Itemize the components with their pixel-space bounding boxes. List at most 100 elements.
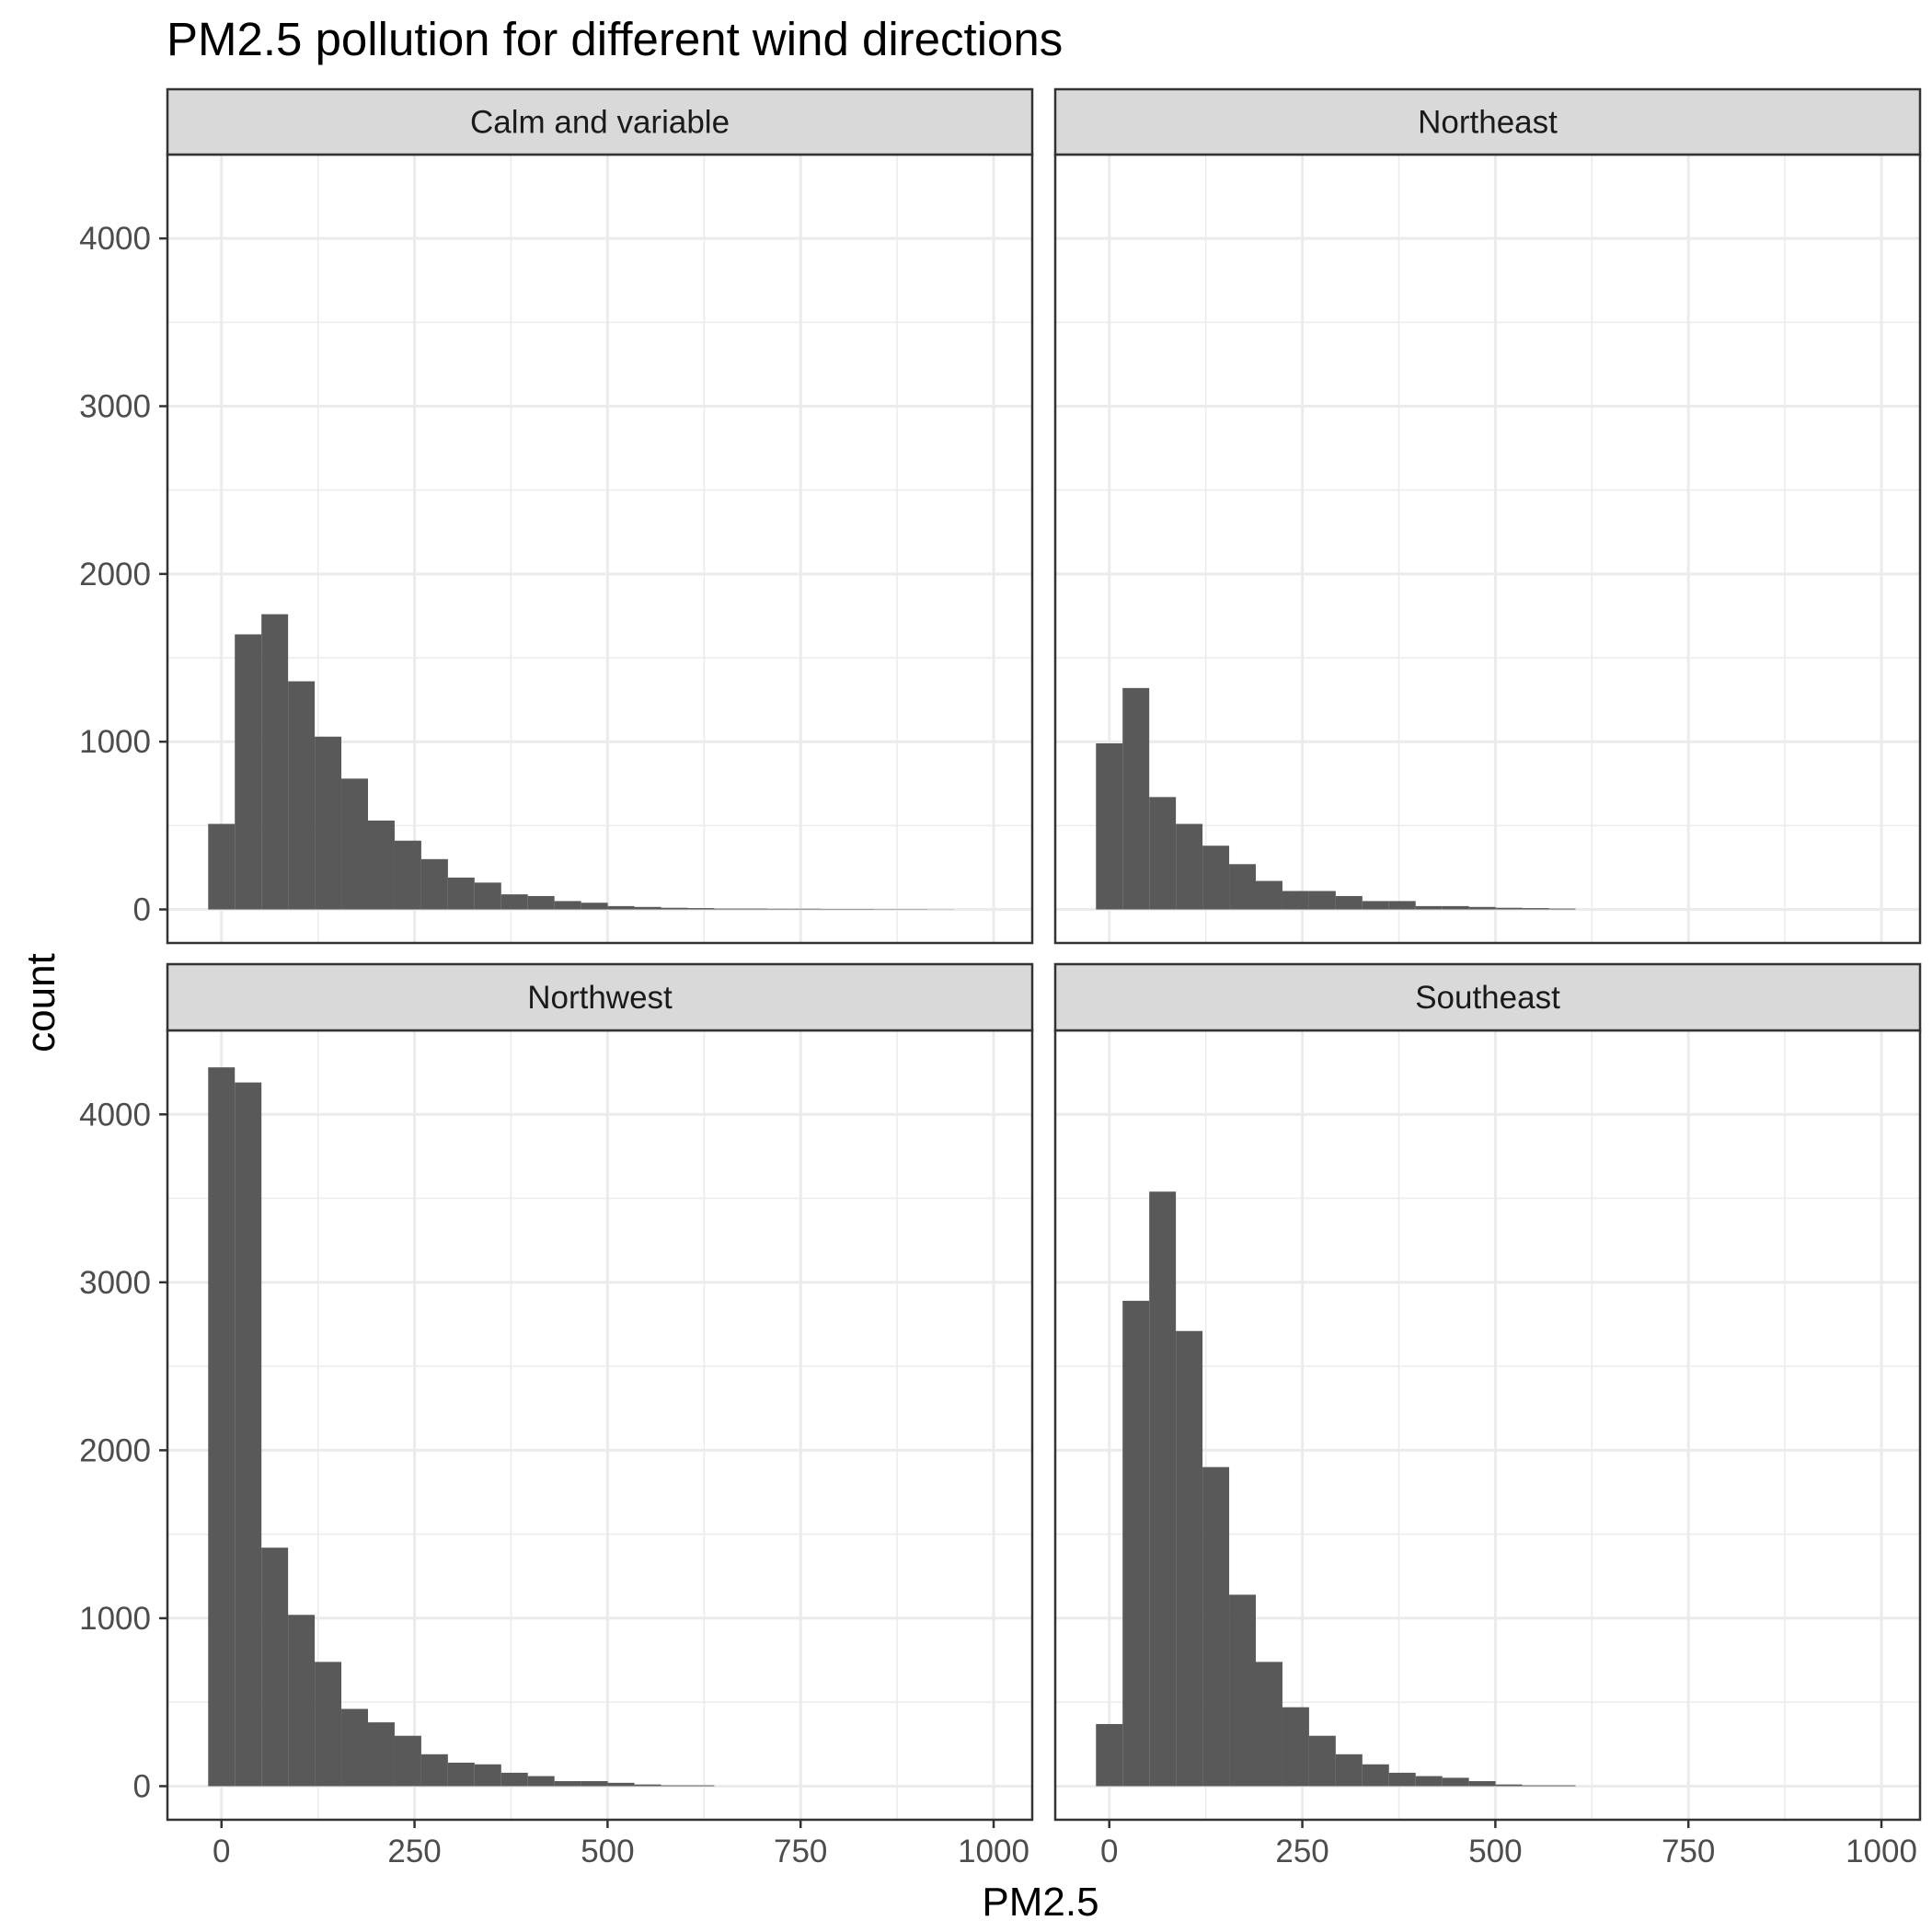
histogram-bar <box>1522 908 1549 910</box>
histogram-bar <box>341 1708 369 1787</box>
y-tick-label: 2000 <box>79 557 151 592</box>
histogram-bar <box>1415 1776 1443 1787</box>
histogram-bar <box>394 840 421 910</box>
histogram-bar <box>315 1662 342 1787</box>
x-axis-title: PM2.5 <box>982 1880 1098 1925</box>
histogram-bar <box>1202 1466 1230 1787</box>
histogram-bar <box>794 908 822 910</box>
y-tick-label: 0 <box>133 892 151 928</box>
histogram-bar <box>1362 1764 1389 1787</box>
histogram-bar <box>527 1776 555 1787</box>
histogram-bar <box>208 823 236 910</box>
facet-panel: Southeast 0 250 500 750 1000 <box>1053 962 1922 1869</box>
histogram-bar <box>581 903 608 910</box>
histogram-bar <box>1282 1707 1309 1787</box>
histogram-bar <box>554 901 581 910</box>
histogram-bar <box>288 681 316 910</box>
histogram-bar <box>235 1082 262 1787</box>
y-tick-label: 1000 <box>79 724 151 760</box>
histogram-bar <box>714 908 742 910</box>
chart-title: PM2.5 pollution for different wind direc… <box>167 13 1063 65</box>
histogram-bar <box>1308 891 1336 910</box>
histogram-bar <box>208 1067 236 1787</box>
histogram-bar <box>767 908 795 910</box>
histogram-bar <box>1096 1723 1123 1787</box>
histogram-bar <box>607 905 635 910</box>
facet-panel: Calm and variable 0 1000 2000 3000 4000 <box>79 87 1034 945</box>
histogram-bar <box>394 1735 421 1787</box>
x-tick-label: 750 <box>774 1834 827 1869</box>
facet-strip-label: Northeast <box>1418 105 1558 141</box>
facet-strip <box>1053 87 1922 156</box>
histogram-bar <box>1415 905 1443 910</box>
y-tick-label: 1000 <box>79 1601 151 1637</box>
histogram-bar <box>447 877 475 910</box>
histogram-bar <box>1122 687 1150 910</box>
facet-panel: Northeast <box>1053 87 1922 945</box>
histogram-bar <box>1388 1772 1416 1787</box>
x-tick-label: 500 <box>581 1834 634 1869</box>
histogram-bar <box>1495 907 1523 910</box>
x-tick-label: 750 <box>1662 1834 1715 1869</box>
y-tick-label: 3000 <box>79 1265 151 1301</box>
histogram-bar <box>821 908 848 910</box>
histogram-bar <box>1149 1191 1177 1787</box>
histogram-bar <box>1388 901 1416 910</box>
histogram-bar <box>581 1781 608 1787</box>
facet-strip <box>166 87 1034 156</box>
histogram-bar <box>1362 901 1389 910</box>
facet-strip-label: Calm and variable <box>470 105 730 141</box>
y-tick-label: 2000 <box>79 1432 151 1468</box>
facet-strip <box>166 962 1034 1032</box>
facet-panel: Northwest 0 1000 2000 3000 4000 0 250 500 750 1000 <box>79 962 1034 1869</box>
y-tick-label: 0 <box>133 1768 151 1804</box>
histogram-bar <box>1282 891 1309 910</box>
histogram-bar <box>1256 880 1282 910</box>
histogram-bar <box>368 1722 395 1787</box>
histogram-bar <box>1495 1784 1523 1787</box>
histogram-bar <box>1442 1777 1469 1787</box>
histogram-bar <box>687 908 715 910</box>
histogram-bar <box>661 907 688 910</box>
histogram-bar <box>288 1615 316 1787</box>
histogram-bar <box>847 908 875 910</box>
histogram-bar <box>500 894 528 910</box>
facet-strip <box>1053 962 1922 1032</box>
histogram-bar <box>1256 1662 1282 1787</box>
x-tick-label: 1000 <box>1846 1834 1917 1869</box>
histogram-bar <box>235 634 262 910</box>
y-tick-label: 3000 <box>79 389 151 425</box>
histogram-bar <box>1468 906 1496 910</box>
histogram-bar <box>1548 1785 1576 1787</box>
x-tick-label: 250 <box>1275 1834 1328 1869</box>
histogram-bar <box>368 820 395 910</box>
facet-strip-label: Southeast <box>1415 980 1560 1016</box>
y-tick-label: 4000 <box>79 1097 151 1133</box>
histogram-bar <box>607 1782 635 1787</box>
y-axis-title: count <box>18 953 63 1052</box>
x-tick-label: 250 <box>387 1834 441 1869</box>
histogram-bar <box>1229 1594 1257 1787</box>
histogram-bar <box>1096 743 1123 910</box>
histogram-bar <box>447 1762 475 1787</box>
histogram-bar <box>1176 1330 1203 1787</box>
x-tick-label: 500 <box>1468 1834 1522 1869</box>
histogram-bar <box>1149 797 1177 910</box>
histogram-bar <box>661 1785 688 1787</box>
histogram-bar <box>420 1754 448 1787</box>
histogram-bar <box>261 1547 289 1787</box>
histogram-bar <box>1548 908 1576 910</box>
panel-background <box>1055 155 1920 943</box>
histogram-bar <box>1335 1754 1363 1787</box>
histogram-bar <box>1176 823 1203 910</box>
histogram-bar <box>341 778 369 910</box>
x-tick-label: 0 <box>213 1834 230 1869</box>
histogram-bar <box>420 858 448 910</box>
histogram-bar <box>1335 895 1363 910</box>
histogram-bar <box>1202 845 1230 910</box>
histogram-bar <box>634 906 661 910</box>
x-tick-label: 1000 <box>958 1834 1029 1869</box>
histogram-bar <box>500 1772 528 1787</box>
facet-panels: Calm and variable 0 1000 2000 3000 4000 Northe… <box>79 87 1922 1869</box>
